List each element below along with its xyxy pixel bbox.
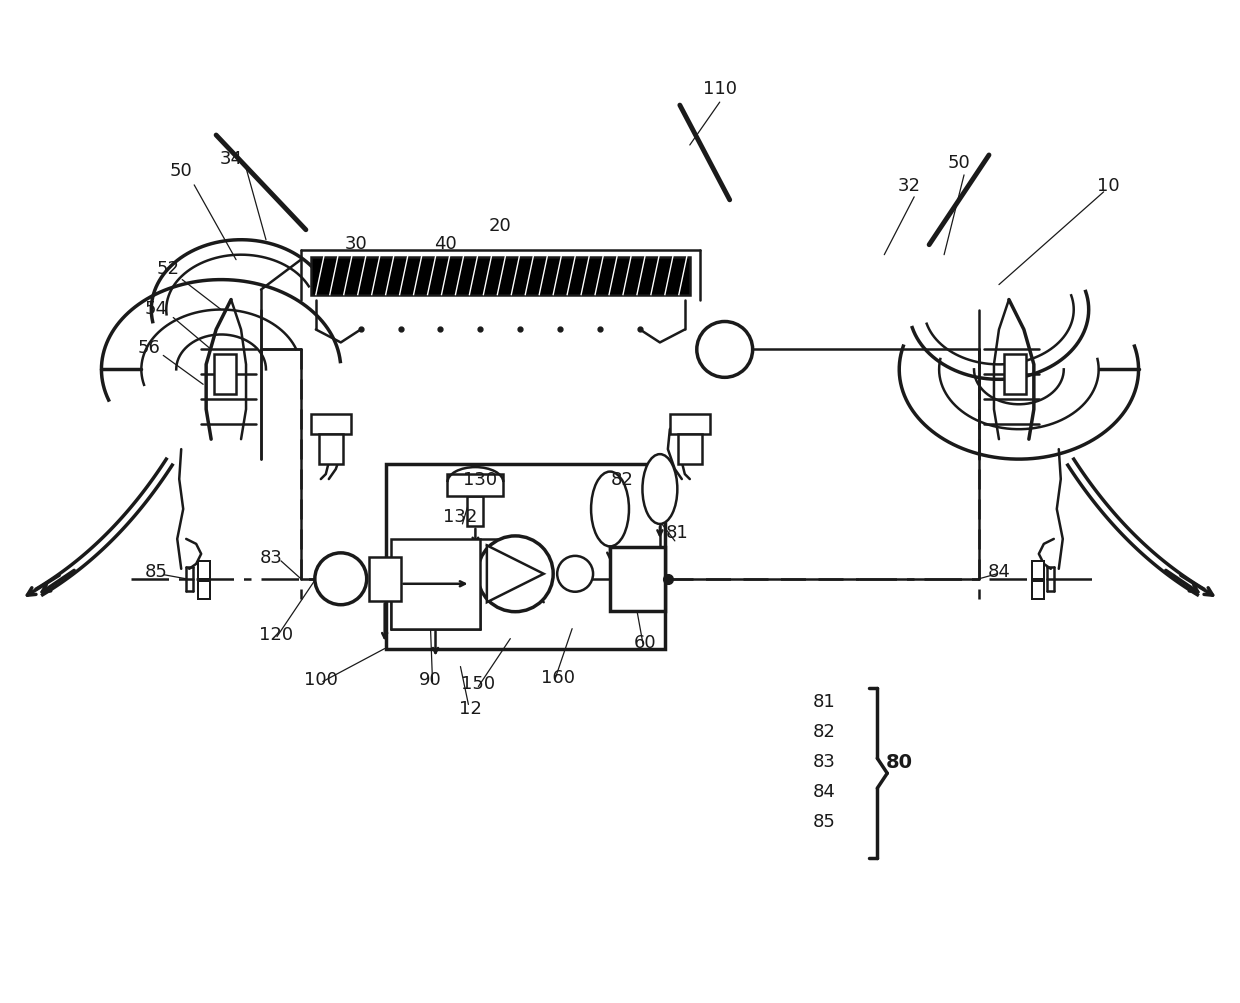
Text: 83: 83 [813,752,836,770]
Text: 10: 10 [1097,177,1120,195]
Text: 85: 85 [145,563,167,580]
Text: 90: 90 [419,670,441,688]
Text: 84: 84 [987,563,1011,580]
Text: 50: 50 [170,161,192,180]
Polygon shape [487,546,543,603]
Bar [678,434,702,464]
Bar [1032,562,1044,579]
Bar [368,558,401,601]
Text: 132: 132 [443,508,477,526]
Text: 50: 50 [947,153,971,172]
Bar [391,540,480,629]
Text: 85: 85 [813,812,836,830]
Text: 82: 82 [813,722,836,740]
Bar [386,464,665,649]
Text: 160: 160 [541,668,575,686]
Text: 100: 100 [304,670,337,688]
Text: 12: 12 [459,700,482,718]
Bar [311,415,351,434]
Text: 84: 84 [813,782,836,800]
Text: 60: 60 [634,633,656,651]
Circle shape [697,322,753,378]
Text: 32: 32 [898,177,920,195]
Text: 82: 82 [610,470,634,488]
Text: 30: 30 [345,235,367,253]
Ellipse shape [591,472,629,547]
Ellipse shape [642,454,677,525]
Bar [448,474,503,496]
Bar [610,548,665,611]
Text: 40: 40 [434,235,456,253]
Text: 110: 110 [703,80,737,98]
Text: 54: 54 [145,299,167,317]
Circle shape [557,557,593,592]
Bar [467,496,484,527]
Text: 81: 81 [813,693,836,711]
Text: 130: 130 [464,470,497,488]
Text: 120: 120 [259,625,293,643]
Bar [1004,355,1025,395]
Text: 34: 34 [219,149,243,168]
Bar [670,415,709,434]
Text: 83: 83 [259,549,283,567]
Text: 80: 80 [885,752,913,771]
Circle shape [477,537,553,612]
Text: 150: 150 [461,675,496,693]
Bar [319,434,342,464]
Bar [198,581,210,599]
Bar [311,258,689,295]
Text: 52: 52 [156,260,180,278]
Text: 20: 20 [489,217,512,235]
Bar [215,355,236,395]
Bar [1032,581,1044,599]
Text: 81: 81 [666,524,688,542]
Text: 56: 56 [138,339,161,357]
Bar [198,562,210,579]
Circle shape [315,554,367,605]
